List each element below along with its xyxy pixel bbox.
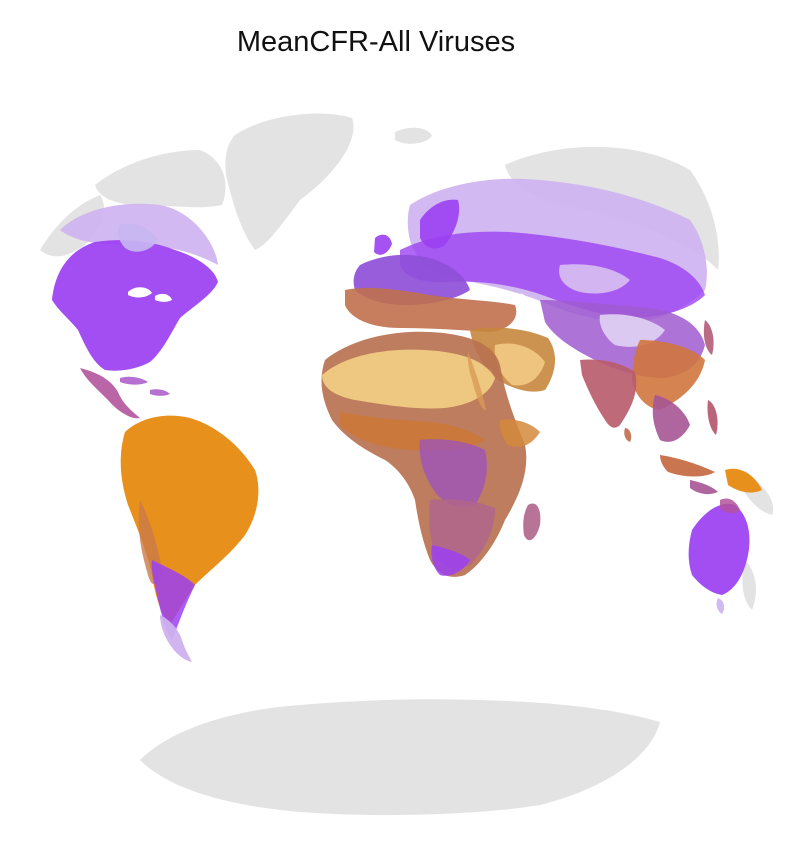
land-iceland bbox=[395, 127, 432, 144]
south-america bbox=[120, 415, 259, 662]
map-title: MeanCFR-All Viruses bbox=[236, 26, 516, 58]
land-greenland bbox=[225, 113, 354, 250]
eurasia-north bbox=[345, 178, 707, 332]
africa bbox=[321, 331, 541, 577]
north-america bbox=[52, 203, 218, 419]
land-arctic-canada bbox=[95, 150, 226, 208]
asia bbox=[540, 300, 762, 495]
australia bbox=[688, 498, 750, 614]
land-new-zealand bbox=[742, 560, 756, 610]
land-antarctica bbox=[140, 699, 660, 816]
